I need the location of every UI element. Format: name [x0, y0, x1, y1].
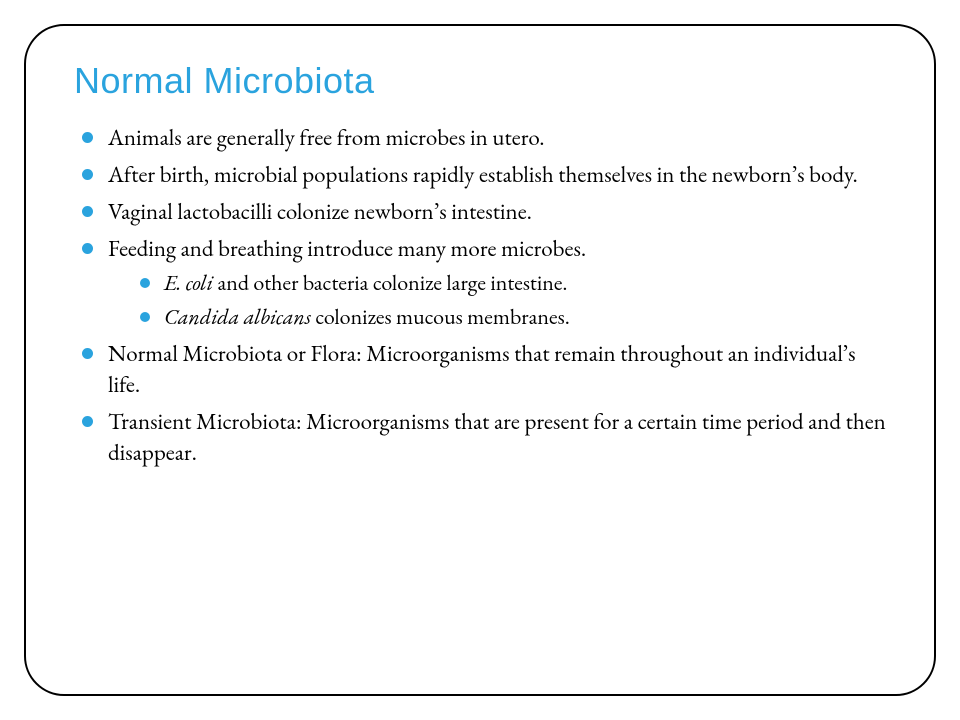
italic-term: Candida albicans: [164, 302, 311, 331]
bullet-item: Feeding and breathing introduce many mor…: [82, 233, 892, 331]
italic-term: E. coli: [164, 268, 213, 297]
bullet-item: Transient Microbiota: Microorganisms tha…: [82, 406, 892, 468]
sub-bullet-list: E. coli and other bacteria colonize larg…: [108, 268, 892, 331]
bullet-text: Feeding and breathing introduce many mor…: [108, 233, 586, 263]
sub-bullet-text: and other bacteria colonize large intest…: [213, 268, 567, 297]
bullet-list: Animals are generally free from microbes…: [68, 122, 892, 468]
sub-bullet-item: Candida albicans colonizes mucous membra…: [140, 302, 892, 332]
bullet-item: Vaginal lactobacilli colonize newborn’s …: [82, 196, 892, 227]
sub-bullet-item: E. coli and other bacteria colonize larg…: [140, 268, 892, 298]
bullet-item: After birth, microbial populations rapid…: [82, 159, 892, 190]
sub-bullet-text: colonizes mucous membranes.: [311, 302, 570, 331]
slide-frame: Normal Microbiota Animals are generally …: [24, 24, 936, 696]
bullet-item: Normal Microbiota or Flora: Microorganis…: [82, 338, 892, 400]
bullet-item: Animals are generally free from microbes…: [82, 122, 892, 153]
slide-title: Normal Microbiota: [74, 60, 892, 102]
